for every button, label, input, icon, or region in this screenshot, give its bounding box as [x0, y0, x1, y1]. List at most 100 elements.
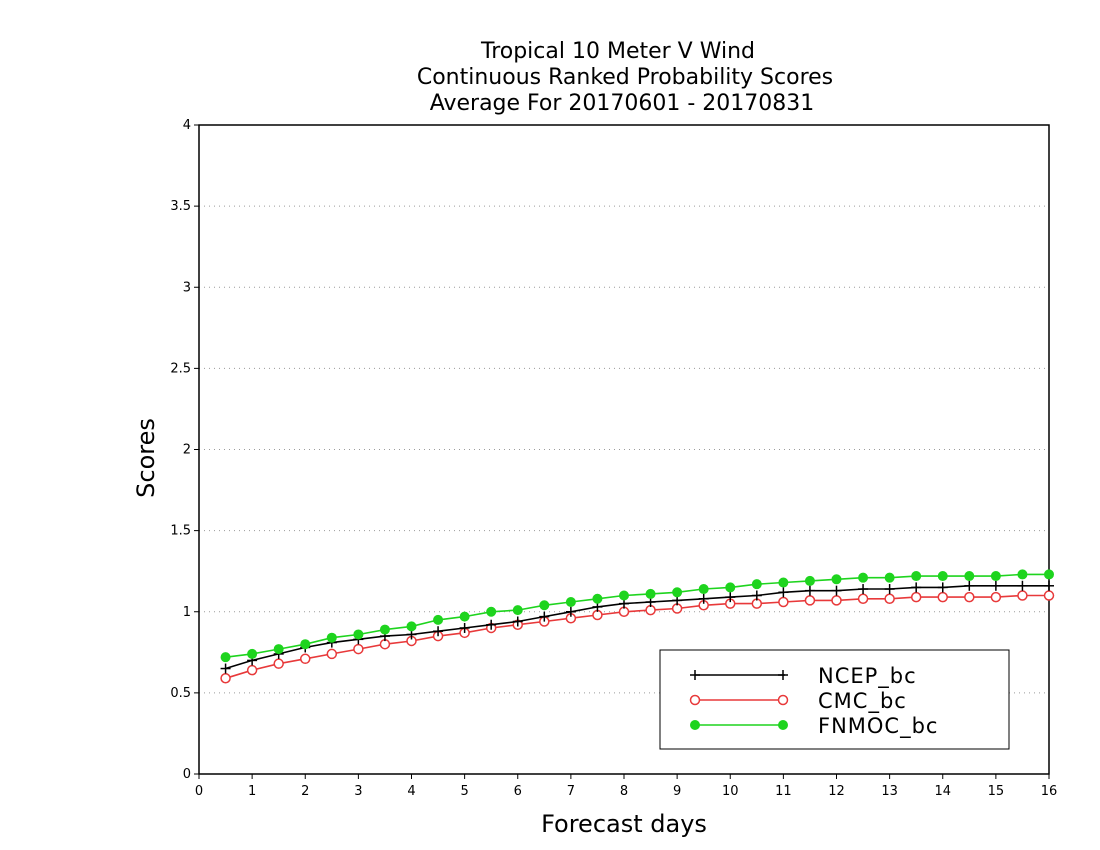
x-tick-label: 5 [460, 784, 468, 799]
data-point-fnmoc-bc [964, 571, 975, 582]
data-point-cmc-bc [326, 648, 338, 660]
legend-marker-ncep-bc [690, 670, 700, 680]
data-point-fnmoc-bc [406, 621, 417, 632]
x-tick-label: 15 [988, 784, 1005, 799]
data-point-fnmoc-bc [1017, 569, 1028, 580]
data-point-ncep-bc [1044, 580, 1054, 591]
legend-marker-fnmoc-bc [778, 720, 788, 730]
data-point-cmc-bc [273, 658, 284, 669]
x-tick-label: 10 [722, 784, 739, 799]
data-point-ncep-bc [725, 592, 736, 603]
y-tick-label: 0.5 [170, 686, 191, 701]
data-point-ncep-bc [858, 584, 869, 595]
data-point-ncep-bc [751, 590, 762, 601]
x-tick-label: 6 [514, 784, 522, 799]
x-tick-label: 9 [673, 784, 681, 799]
x-tick-label: 0 [195, 784, 203, 799]
data-point-ncep-bc [911, 582, 922, 593]
data-point-fnmoc-bc [459, 611, 470, 622]
data-point-ncep-bc [433, 626, 444, 637]
data-point-ncep-bc [990, 580, 1001, 591]
chart-title: Tropical 10 Meter V Wind Continuous Rank… [417, 39, 833, 116]
x-tick-label: 14 [934, 784, 951, 799]
data-point-cmc-bc [964, 591, 975, 603]
data-point-ncep-bc [964, 580, 975, 591]
data-point-fnmoc-bc [831, 574, 842, 585]
data-point-ncep-bc [831, 585, 842, 596]
data-point-fnmoc-bc [751, 579, 762, 590]
data-point-fnmoc-bc [990, 571, 1001, 582]
data-point-ncep-bc [486, 619, 497, 630]
data-point-fnmoc-bc [778, 577, 789, 588]
y-tick-label: 2 [183, 443, 191, 458]
data-point-fnmoc-bc [937, 571, 948, 582]
data-point-fnmoc-bc [804, 575, 815, 586]
data-point-cmc-bc [831, 595, 842, 606]
data-point-fnmoc-bc [725, 582, 736, 593]
x-tick-label: 13 [881, 784, 898, 799]
data-point-fnmoc-bc [592, 593, 603, 604]
x-tick-label: 3 [354, 784, 362, 799]
x-axis-label: Forecast days [541, 810, 707, 838]
x-tick-label: 11 [775, 784, 792, 799]
data-point-cmc-bc [804, 595, 816, 606]
y-axis-label: Scores [132, 418, 160, 498]
data-point-cmc-bc [778, 596, 789, 608]
data-point-cmc-bc [220, 673, 231, 684]
axis-ticks: 00.511.522.533.540 1 2 3 4 5 6 7 8 9 10 11 12 13 14 15 1… [170, 118, 1057, 799]
data-point-fnmoc-bc [911, 571, 922, 582]
data-point-fnmoc-bc [353, 629, 364, 640]
data-point-fnmoc-bc [433, 614, 444, 625]
legend-item-cmc-bc: CMC_bc [689, 689, 906, 714]
data-point-fnmoc-bc [645, 588, 656, 599]
data-point-cmc-bc [300, 653, 311, 665]
data-point-ncep-bc [937, 582, 948, 593]
data-point-cmc-bc [1017, 590, 1028, 601]
data-point-fnmoc-bc [326, 632, 337, 643]
data-point-cmc-bc [246, 664, 258, 676]
data-point-fnmoc-bc [619, 590, 629, 601]
x-tick-label: 4 [407, 784, 415, 799]
x-tick-label: 2 [301, 784, 309, 799]
legend-item-ncep-bc: NCEP_bc [690, 664, 916, 689]
title-line-3: Average For 20170601 - 20170831 [430, 91, 815, 116]
data-point-fnmoc-bc [698, 584, 709, 595]
data-point-ncep-bc [512, 616, 523, 627]
data-point-ncep-bc [804, 585, 815, 596]
data-point-fnmoc-bc [273, 644, 284, 655]
data-point-cmc-bc [910, 591, 922, 603]
data-point-cmc-bc [353, 643, 364, 655]
data-point-ncep-bc [1017, 580, 1028, 591]
data-point-ncep-bc [884, 584, 895, 595]
y-tick-label: 1 [183, 605, 191, 620]
series-layer [220, 569, 1055, 684]
title-line-2: Continuous Ranked Probability Scores [417, 65, 833, 90]
data-point-cmc-bc [884, 593, 895, 605]
data-point-fnmoc-bc [300, 639, 311, 650]
y-tick-label: 4 [183, 118, 191, 133]
y-tick-label: 2.5 [170, 361, 191, 376]
legend-item-fnmoc-bc: FNMOC_bc [690, 714, 937, 739]
data-point-fnmoc-bc [220, 652, 231, 663]
data-point-fnmoc-bc [379, 624, 390, 635]
data-point-ncep-bc [565, 606, 576, 617]
data-point-fnmoc-bc [672, 587, 683, 598]
y-tick-label: 3.5 [170, 199, 191, 214]
x-tick-label: 12 [828, 784, 845, 799]
data-point-fnmoc-bc [884, 572, 895, 583]
data-point-cmc-bc [990, 591, 1002, 603]
x-tick-label: 16 [1041, 784, 1058, 799]
legend-marker-cmc-bc [777, 694, 789, 706]
data-point-ncep-bc [698, 593, 709, 604]
legend-marker-ncep-bc [778, 670, 788, 680]
gridlines [199, 205, 1049, 694]
data-point-fnmoc-bc [512, 605, 523, 616]
legend-marker-fnmoc-bc [690, 720, 700, 730]
x-tick-label: 1 [248, 784, 256, 799]
data-point-fnmoc-bc [247, 648, 258, 659]
data-point-fnmoc-bc [565, 597, 576, 608]
data-point-fnmoc-bc [858, 572, 869, 583]
series-fnmoc-bc [220, 569, 1054, 663]
